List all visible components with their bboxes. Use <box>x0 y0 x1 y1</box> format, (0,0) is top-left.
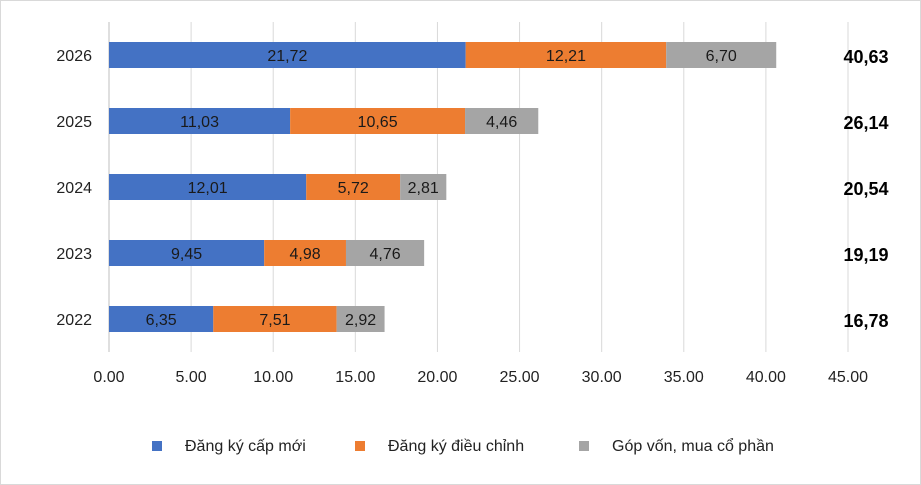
data-label: 5,72 <box>338 180 369 197</box>
y-tick-label: 2026 <box>56 48 92 65</box>
bar-segment <box>400 174 447 200</box>
x-tick-label: 25.00 <box>500 369 540 386</box>
legend-label: Góp vốn, mua cổ phần <box>612 437 774 455</box>
data-label: 4,98 <box>290 246 321 263</box>
data-label: 2,92 <box>345 312 376 329</box>
x-tick-label: 45.00 <box>828 369 868 386</box>
x-tick-label: 35.00 <box>664 369 704 386</box>
total-label: 20,54 <box>843 179 888 199</box>
data-label: 4,76 <box>369 246 400 263</box>
legend-swatch <box>579 441 589 451</box>
data-label: 6,35 <box>146 312 177 329</box>
data-label: 9,45 <box>171 246 202 263</box>
bar-segment <box>465 108 539 134</box>
data-label: 6,70 <box>706 48 737 65</box>
bar-segment <box>213 306 337 332</box>
y-tick-label: 2024 <box>56 180 92 197</box>
bar-segment <box>109 240 265 266</box>
bar-segment <box>345 240 425 266</box>
data-label: 12,21 <box>546 48 586 65</box>
x-tick-label: 30.00 <box>582 369 622 386</box>
bar-segment <box>336 306 385 332</box>
bar-segment <box>666 42 777 68</box>
bar-segment <box>109 108 291 134</box>
x-tick-label: 20.00 <box>417 369 457 386</box>
legend-swatch <box>355 441 365 451</box>
bar-segment <box>109 306 214 332</box>
y-tick-label: 2025 <box>56 114 92 131</box>
data-label: 12,01 <box>188 180 228 197</box>
bar-segment <box>306 174 401 200</box>
total-label: 19,19 <box>843 245 888 265</box>
y-tick-label: 2023 <box>56 246 92 263</box>
bar-segment <box>465 42 667 68</box>
legend-swatch <box>152 441 162 451</box>
x-tick-label: 15.00 <box>335 369 375 386</box>
x-tick-label: 10.00 <box>253 369 293 386</box>
data-label: 10,65 <box>358 114 398 131</box>
y-tick-label: 2022 <box>56 312 92 329</box>
bar-segment <box>109 174 307 200</box>
data-label: 7,51 <box>259 312 290 329</box>
data-label: 21,72 <box>267 48 307 65</box>
bar-segment <box>264 240 346 266</box>
bar-segment <box>109 42 466 68</box>
x-tick-label: 0.00 <box>93 369 124 386</box>
data-label: 11,03 <box>180 114 219 131</box>
data-label: 2,81 <box>408 180 439 197</box>
legend-label: Đăng ký cấp mới <box>185 438 306 455</box>
legend-label: Đăng ký điều chỉnh <box>388 438 524 455</box>
x-tick-label: 5.00 <box>176 369 207 386</box>
total-label: 16,78 <box>843 311 888 331</box>
data-label: 4,46 <box>486 114 517 131</box>
total-label: 40,63 <box>843 47 888 67</box>
bar-segment <box>290 108 466 134</box>
total-label: 26,14 <box>843 113 888 133</box>
x-tick-label: 40.00 <box>746 369 786 386</box>
